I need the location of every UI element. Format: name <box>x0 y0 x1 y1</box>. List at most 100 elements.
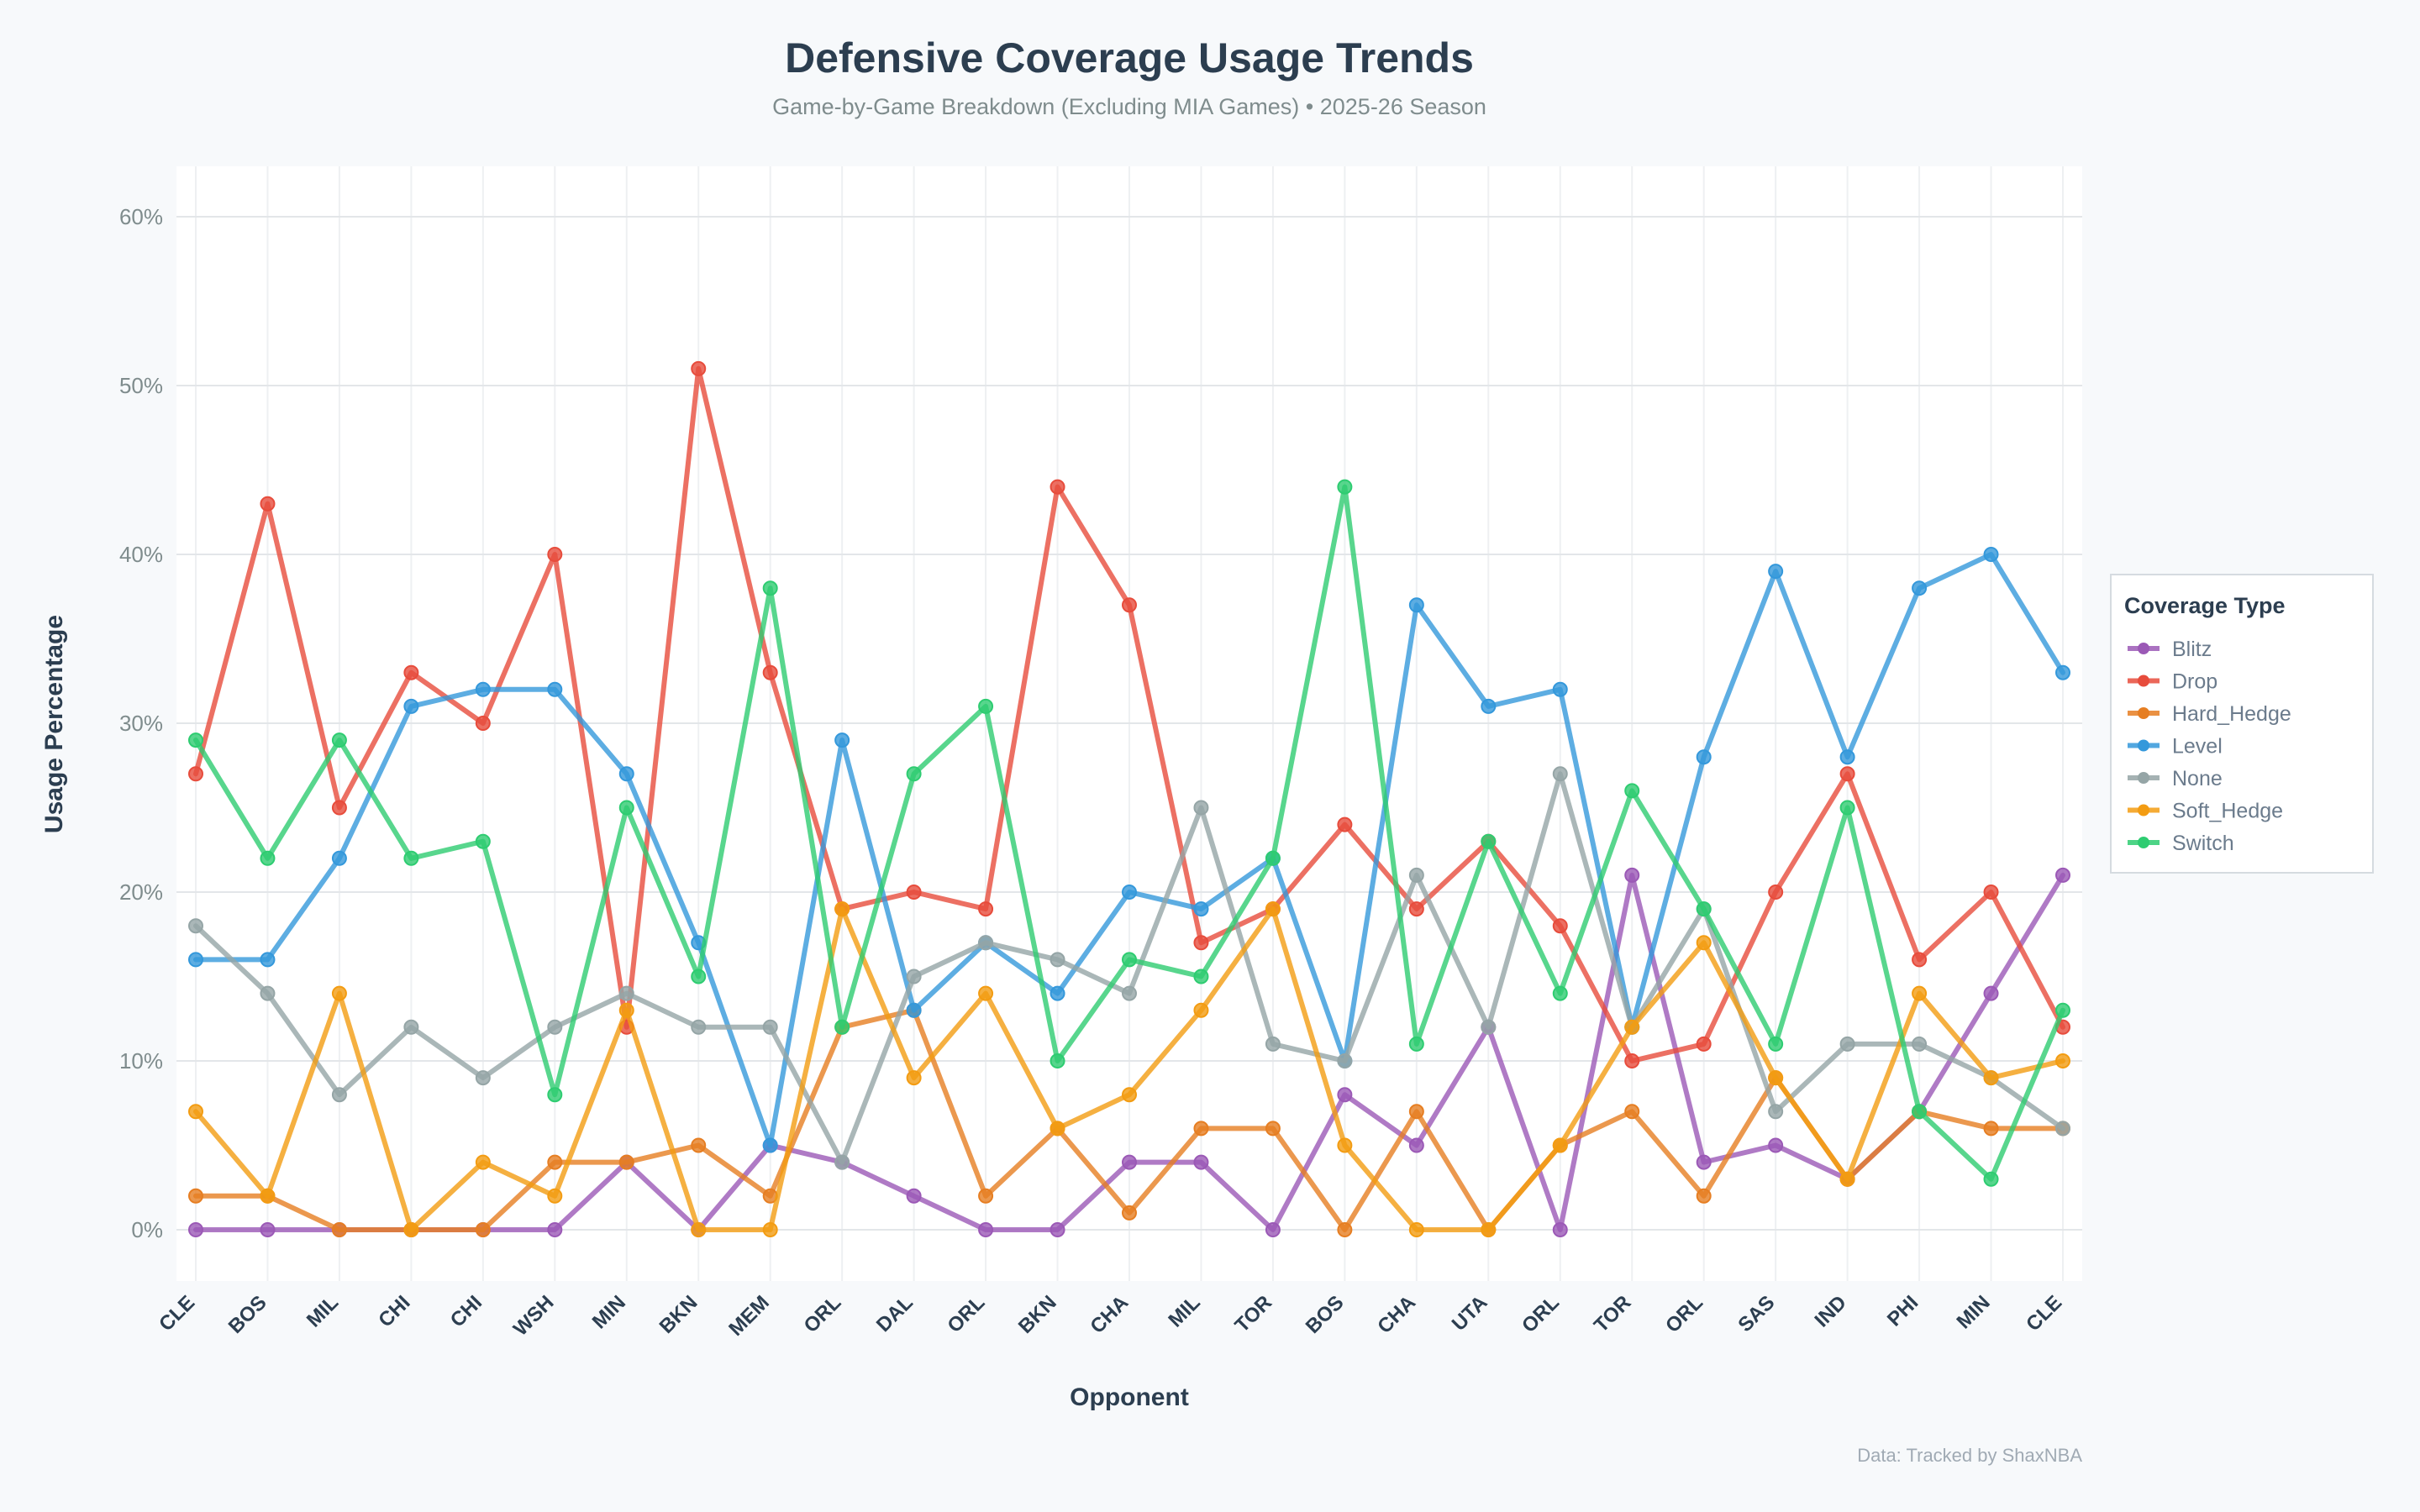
x-axis-ticks: CLE BOS MIL CHI CHI WSH MIN BKN MEM ORL DAL ORL BKN C… <box>155 1291 2066 1341</box>
data-point <box>834 1154 850 1170</box>
data-point <box>1768 1104 1784 1120</box>
data-point <box>547 547 563 562</box>
data-point <box>1050 1053 1065 1068</box>
legend-marker <box>2138 643 2149 654</box>
grid <box>176 166 2082 1281</box>
data-point <box>1337 816 1353 832</box>
data-point <box>1408 1036 1424 1052</box>
data-point <box>618 800 634 816</box>
data-point <box>188 766 203 782</box>
data-point <box>691 360 707 376</box>
data-point <box>1122 1205 1137 1221</box>
data-point <box>1839 1171 1855 1187</box>
data-point <box>1050 1222 1065 1237</box>
y-tick-label: 40% <box>119 542 163 567</box>
y-axis-ticks: 0% 10% 20% 30% 40% 50% 60% <box>119 204 163 1242</box>
data-point <box>1337 479 1353 495</box>
data-point <box>1768 1137 1784 1153</box>
x-tick-label: BKN <box>655 1291 702 1338</box>
data-point <box>547 681 563 697</box>
data-point <box>906 885 922 900</box>
data-point <box>1983 1070 1999 1086</box>
data-point <box>1552 985 1568 1001</box>
data-point <box>1122 1154 1137 1170</box>
data-point <box>475 716 491 731</box>
data-point <box>834 1019 850 1035</box>
y-tick-label: 0% <box>131 1217 163 1242</box>
data-point <box>1408 1137 1424 1153</box>
data-point <box>260 496 276 512</box>
data-point <box>1193 935 1209 951</box>
data-point <box>1408 901 1424 917</box>
legend-label: Drop <box>2172 670 2217 694</box>
data-point <box>403 1019 419 1035</box>
legend-label: None <box>2172 767 2223 790</box>
data-point <box>978 1222 994 1237</box>
legend-item: Level <box>2128 735 2223 759</box>
data-point <box>978 901 994 917</box>
data-point <box>547 1188 563 1204</box>
data-point <box>1050 952 1065 968</box>
data-point <box>403 698 419 714</box>
data-point <box>691 1019 707 1035</box>
data-point <box>1193 901 1209 917</box>
data-point <box>834 732 850 748</box>
x-tick-label: CHI <box>374 1291 414 1331</box>
data-point <box>834 901 850 917</box>
series-switch <box>188 479 2070 1187</box>
data-point <box>1265 901 1281 917</box>
legend-marker <box>2138 707 2149 719</box>
data-point <box>1696 749 1712 765</box>
y-tick-label: 50% <box>119 373 163 398</box>
x-tick-label: MEM <box>724 1291 774 1341</box>
data-point <box>1050 479 1065 495</box>
data-point <box>475 1222 491 1237</box>
data-point <box>1481 833 1497 849</box>
legend-title: Coverage Type <box>2124 593 2286 618</box>
data-point <box>978 935 994 951</box>
data-point <box>1696 1036 1712 1052</box>
data-point <box>1912 952 1928 968</box>
data-point <box>1481 698 1497 714</box>
data-point <box>188 1188 203 1204</box>
y-tick-label: 10% <box>119 1048 163 1074</box>
chart-subtitle: Game-by-Game Breakdown (Excluding MIA Ga… <box>772 94 1486 119</box>
data-point <box>691 1222 707 1237</box>
data-point <box>403 1222 419 1237</box>
data-point <box>475 833 491 849</box>
series-lines <box>188 360 2070 1237</box>
legend-item: Drop <box>2128 670 2217 694</box>
data-point <box>188 1104 203 1120</box>
data-point <box>762 1019 778 1035</box>
data-point <box>2055 867 2070 883</box>
x-tick-label: BKN <box>1014 1291 1061 1338</box>
x-tick-label: PHI <box>1883 1291 1923 1331</box>
data-point <box>906 766 922 782</box>
data-point <box>1912 985 1928 1001</box>
data-point <box>403 664 419 680</box>
data-point <box>1912 1104 1928 1120</box>
data-point <box>260 952 276 968</box>
data-point <box>1552 918 1568 934</box>
data-point <box>188 952 203 968</box>
y-tick-label: 60% <box>119 204 163 229</box>
x-tick-label: TOR <box>1590 1291 1636 1337</box>
data-point <box>331 985 347 1001</box>
data-point <box>762 1222 778 1237</box>
x-tick-label: WSH <box>509 1291 559 1341</box>
data-point <box>1408 1104 1424 1120</box>
data-point <box>331 850 347 866</box>
data-point <box>547 1019 563 1035</box>
data-point <box>1408 597 1424 613</box>
x-tick-label: MIL <box>1164 1291 1204 1331</box>
data-point <box>1624 1104 1640 1120</box>
y-tick-label: 30% <box>119 711 163 736</box>
legend: Coverage Type Blitz Drop Hard_Hedge Level No… <box>2110 574 2374 874</box>
data-point <box>403 850 419 866</box>
data-point <box>1122 1087 1137 1103</box>
data-point <box>1912 1036 1928 1052</box>
data-point <box>691 1137 707 1153</box>
data-point <box>475 1070 491 1086</box>
legend-marker <box>2138 739 2149 752</box>
data-point <box>1696 1188 1712 1204</box>
